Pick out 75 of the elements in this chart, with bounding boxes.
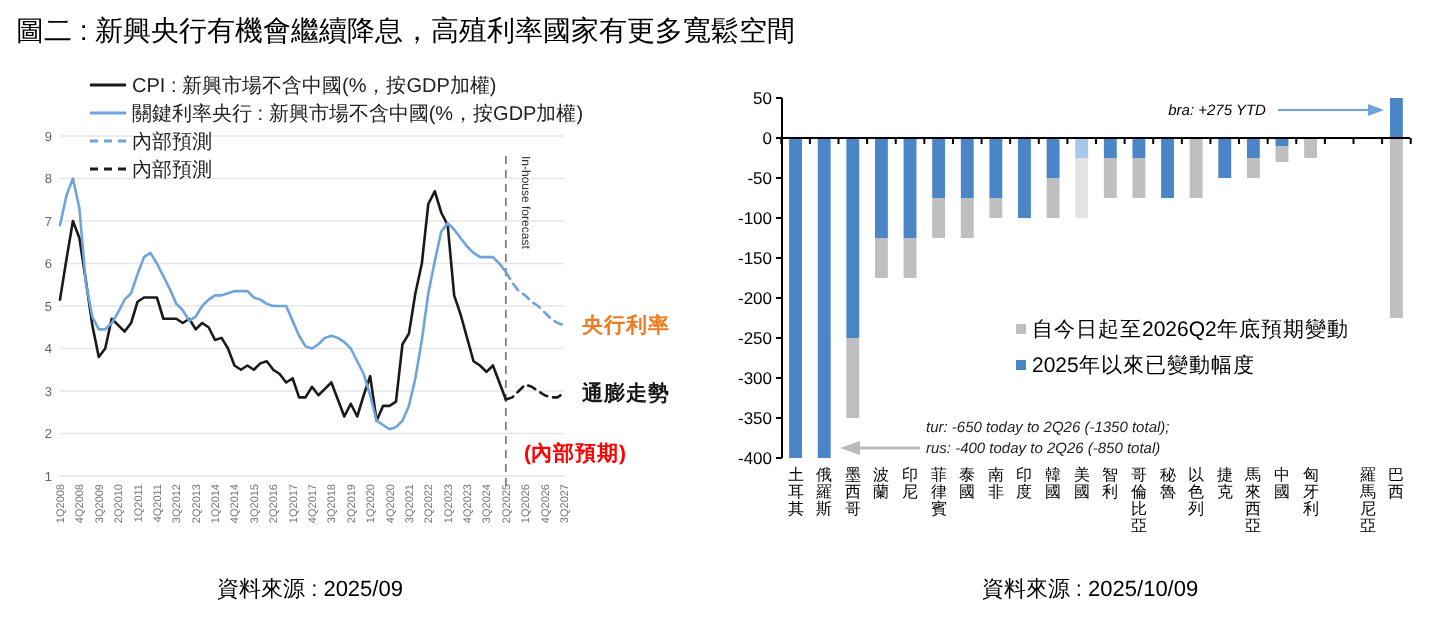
x-tick-label: 南非: [987, 466, 1004, 502]
source-note: 資料來源 : 2025/09: [217, 576, 403, 602]
y-tick-label: -350: [737, 407, 773, 428]
y-tick-label: 0: [762, 127, 773, 148]
bar: [1389, 98, 1403, 138]
bar: [1275, 146, 1289, 162]
bar: [989, 138, 1003, 198]
bar: [1304, 138, 1318, 158]
x-tick-label: 以色列: [1188, 466, 1205, 518]
bar: [1389, 138, 1403, 318]
bar: [1046, 138, 1060, 178]
bar: [903, 138, 917, 238]
bar: [1046, 178, 1060, 218]
bar: [1018, 138, 1031, 218]
y-tick-label: -100: [737, 207, 773, 228]
bar: [846, 138, 860, 338]
bar: [874, 138, 888, 238]
y-tick-label: -300: [737, 367, 773, 388]
y-tick-label: -400: [737, 447, 773, 468]
bar: [960, 138, 974, 198]
bar: [1132, 158, 1146, 198]
annotation: 通膨走勢: [580, 380, 670, 407]
bar: [1103, 158, 1117, 198]
bar: [1075, 158, 1089, 218]
bar: [960, 198, 974, 238]
x-tick-label: 波蘭: [873, 466, 890, 502]
annotation: 央行利率: [580, 312, 670, 339]
x-tick-label: 美國: [1073, 466, 1090, 502]
y-tick-label: 50: [753, 87, 773, 108]
x-tick-label: 印度: [1016, 466, 1033, 502]
x-tick-label: 智利: [1102, 466, 1119, 502]
bar: [932, 138, 946, 198]
bar: [1103, 138, 1117, 158]
bar: [989, 198, 1003, 218]
y-tick-label: -50: [747, 167, 773, 188]
legend-label: 內部預測: [132, 158, 212, 182]
bar: [1218, 138, 1232, 178]
annotation: (內部預期): [524, 440, 626, 466]
x-tick-label: 巴西: [1388, 466, 1405, 502]
x-tick-label: 印尼: [902, 466, 919, 502]
x-tick-label: 羅馬尼亞: [1357, 466, 1376, 535]
bar: [903, 238, 917, 278]
bar: [846, 338, 860, 418]
x-tick-label: 秘魯: [1159, 466, 1176, 502]
y-tick-label: -150: [737, 247, 773, 268]
source-note: 資料來源 : 2025/10/09: [981, 576, 1199, 602]
x-tick-label: 土耳其: [787, 466, 804, 518]
legend-label: 自今日起至2026Q2年底預期變動: [1032, 316, 1349, 342]
bar: [817, 138, 831, 458]
x-tick-label: 墨西哥: [844, 466, 861, 518]
x-tick-label: 捷克: [1216, 466, 1233, 502]
x-tick-label: 哥倫比亞: [1130, 466, 1147, 535]
x-tick-label: 匈牙利: [1302, 466, 1319, 518]
chart-title: 圖二 : 新興央行有機會繼續降息，高殖利率國家有更多寬鬆空間: [16, 14, 796, 46]
legend-label: 2025年以來已變動幅度: [1032, 352, 1255, 378]
y-tick-label: -200: [737, 287, 773, 308]
x-tick-label: 俄羅斯: [816, 466, 833, 518]
bar: [789, 138, 803, 458]
bar: [1189, 138, 1203, 198]
bar: [1246, 158, 1260, 178]
x-tick-label: 菲律賓: [930, 466, 947, 518]
legend-label: 內部預測: [132, 130, 212, 154]
bar: [1161, 138, 1174, 198]
bar: [1132, 138, 1146, 158]
x-tick-label: 泰國: [959, 466, 976, 502]
legend-label: CPI : 新興市場不含中國(%，按GDP加權): [132, 74, 497, 98]
y-tick-label: -250: [737, 327, 773, 348]
bar: [932, 198, 946, 238]
x-tick-label: 韓國: [1045, 466, 1062, 502]
bar: [874, 238, 888, 278]
legend-label: 關鍵利率央行 : 新興市場不含中國(%，按GDP加權): [132, 102, 584, 126]
bar: [1246, 138, 1260, 158]
bar: [1075, 138, 1089, 158]
x-tick-label: 中國: [1273, 466, 1290, 502]
x-tick-label: 馬來西亞: [1243, 466, 1262, 535]
